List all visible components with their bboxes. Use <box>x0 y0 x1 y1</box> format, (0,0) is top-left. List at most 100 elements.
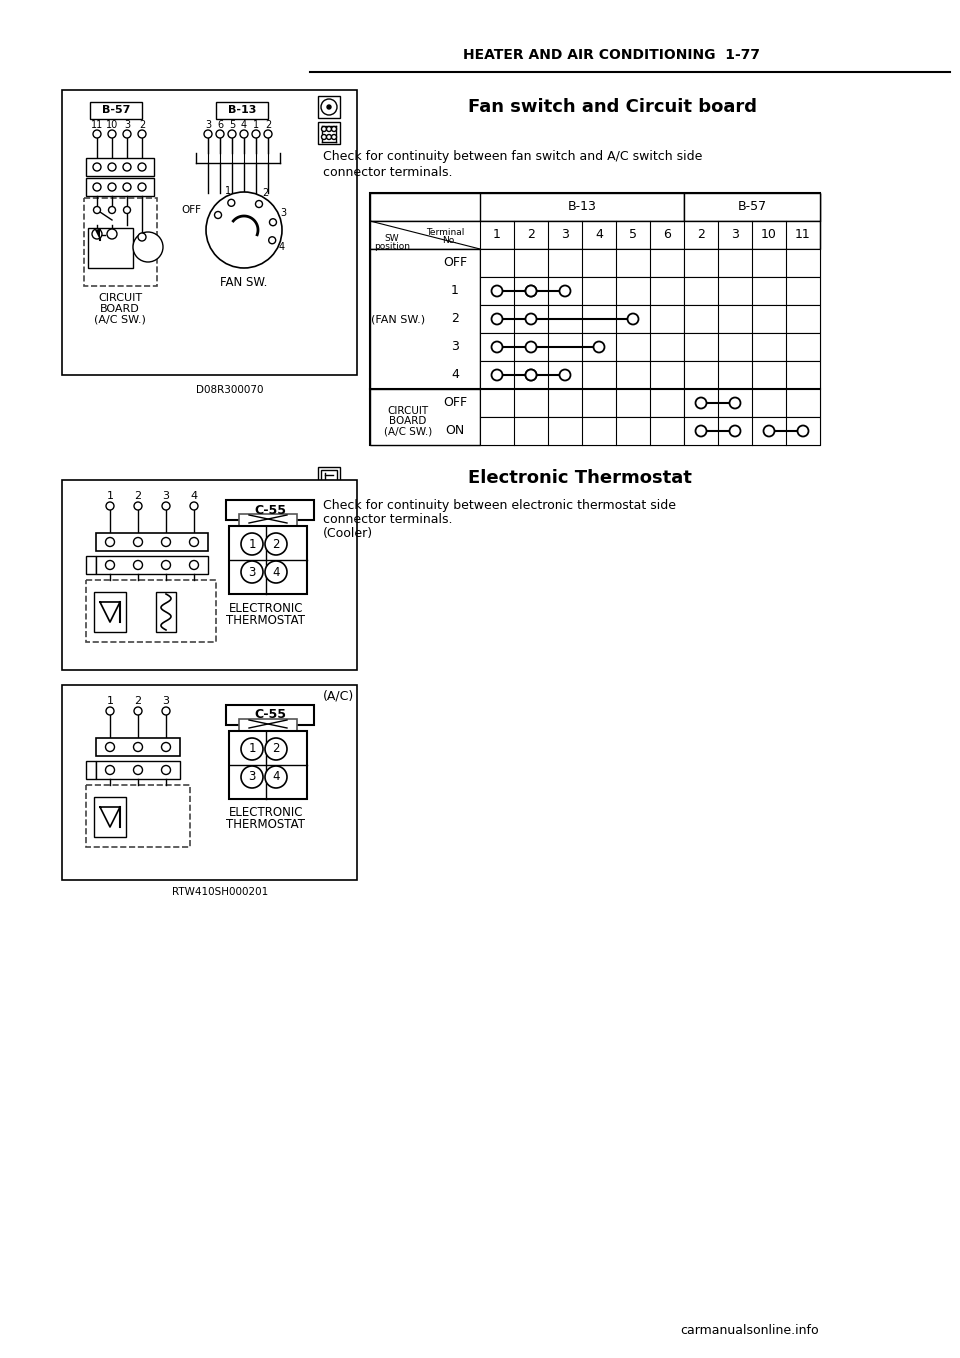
Text: Check for continuity between fan switch and A/C switch side: Check for continuity between fan switch … <box>323 149 703 163</box>
Circle shape <box>162 502 170 511</box>
Circle shape <box>106 502 114 511</box>
Text: 1: 1 <box>249 538 255 550</box>
Bar <box>480 306 684 333</box>
Bar <box>86 178 154 196</box>
Circle shape <box>108 163 116 171</box>
Text: (A/C SW.): (A/C SW.) <box>384 426 432 436</box>
Circle shape <box>322 126 326 132</box>
Circle shape <box>161 538 171 546</box>
Circle shape <box>525 314 537 325</box>
Circle shape <box>525 369 537 380</box>
Bar <box>156 592 176 631</box>
Text: (Cooler): (Cooler) <box>323 527 373 540</box>
Circle shape <box>265 737 287 760</box>
Text: 1: 1 <box>493 228 501 242</box>
Bar <box>480 333 684 361</box>
Text: BOARD: BOARD <box>390 416 426 426</box>
Text: carmanualsonline.info: carmanualsonline.info <box>681 1324 819 1336</box>
Text: 1: 1 <box>226 186 231 196</box>
Text: 4: 4 <box>273 565 279 579</box>
Text: B-57: B-57 <box>737 201 767 213</box>
Bar <box>684 277 820 306</box>
Circle shape <box>106 561 114 569</box>
Circle shape <box>327 105 331 109</box>
Text: 6: 6 <box>217 120 223 130</box>
Circle shape <box>730 398 740 409</box>
Text: B-57: B-57 <box>102 105 131 115</box>
Text: position: position <box>374 242 410 251</box>
Text: 5: 5 <box>629 228 637 242</box>
Circle shape <box>138 183 146 191</box>
Text: 10: 10 <box>761 228 777 242</box>
Circle shape <box>265 561 287 583</box>
Circle shape <box>593 341 605 353</box>
Text: B-13: B-13 <box>228 105 256 115</box>
Bar <box>229 526 307 593</box>
Bar <box>684 417 820 445</box>
Text: Fan switch and Circuit board: Fan switch and Circuit board <box>468 98 757 115</box>
Text: 4: 4 <box>595 228 603 242</box>
Circle shape <box>255 201 262 208</box>
Circle shape <box>331 126 337 132</box>
Circle shape <box>190 502 198 511</box>
Bar <box>86 785 190 847</box>
Text: 4: 4 <box>279 242 285 253</box>
Bar <box>226 705 314 725</box>
Text: 4: 4 <box>273 770 279 784</box>
Text: HEATER AND AIR CONDITIONING  1-77: HEATER AND AIR CONDITIONING 1-77 <box>463 48 760 62</box>
Circle shape <box>161 561 171 569</box>
Text: 11: 11 <box>795 228 811 242</box>
Bar <box>216 102 268 120</box>
Text: FAN SW.: FAN SW. <box>220 276 268 288</box>
Circle shape <box>763 425 775 436</box>
Text: 3: 3 <box>280 208 287 219</box>
Circle shape <box>133 743 142 751</box>
Circle shape <box>730 425 740 436</box>
Text: ELECTRONIC: ELECTRONIC <box>228 602 303 615</box>
Bar <box>96 760 180 779</box>
Circle shape <box>161 766 171 774</box>
Bar <box>96 532 208 551</box>
Bar <box>370 221 820 249</box>
Circle shape <box>189 561 199 569</box>
Text: C-55: C-55 <box>254 709 286 721</box>
Bar <box>684 361 820 388</box>
Text: (A/C): (A/C) <box>323 690 354 702</box>
Circle shape <box>189 538 199 546</box>
Text: 1: 1 <box>252 120 259 130</box>
Text: 2: 2 <box>697 228 705 242</box>
Bar <box>96 555 208 574</box>
Circle shape <box>108 183 116 191</box>
Text: 4: 4 <box>190 492 198 501</box>
Text: 2: 2 <box>134 492 141 501</box>
Text: OFF: OFF <box>443 257 468 269</box>
Text: 1: 1 <box>451 284 459 297</box>
Circle shape <box>241 561 263 583</box>
Text: Electronic Thermostat: Electronic Thermostat <box>468 469 692 488</box>
Bar <box>86 555 96 574</box>
Circle shape <box>138 163 146 171</box>
Circle shape <box>560 369 570 380</box>
Circle shape <box>133 766 142 774</box>
Circle shape <box>321 99 337 115</box>
Polygon shape <box>100 602 120 622</box>
Polygon shape <box>95 230 100 240</box>
Bar <box>62 479 357 669</box>
Circle shape <box>133 232 163 262</box>
Bar <box>318 96 340 118</box>
Bar <box>96 737 180 756</box>
Bar <box>94 592 126 631</box>
Bar <box>239 513 297 528</box>
Text: 4: 4 <box>241 120 247 130</box>
Circle shape <box>216 130 224 139</box>
Circle shape <box>326 126 331 132</box>
Text: connector terminals.: connector terminals. <box>323 513 452 526</box>
Circle shape <box>206 191 282 268</box>
Bar <box>62 684 357 880</box>
Bar <box>86 760 96 779</box>
Bar <box>370 249 480 388</box>
Bar <box>226 500 314 520</box>
Circle shape <box>204 130 212 139</box>
Circle shape <box>241 737 263 760</box>
Polygon shape <box>100 602 120 622</box>
